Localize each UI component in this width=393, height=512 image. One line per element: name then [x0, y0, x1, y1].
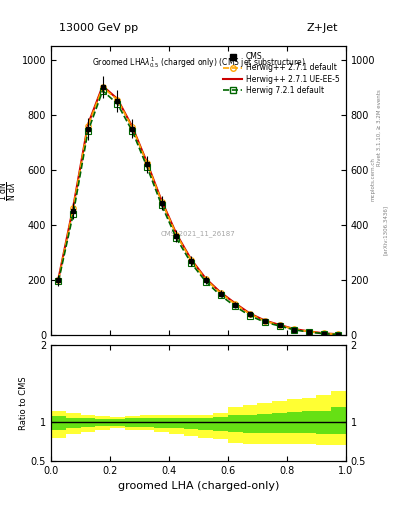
Bar	[287, 412, 302, 433]
Bar	[213, 417, 228, 431]
Bar	[331, 392, 346, 445]
X-axis label: groomed LHA (charged-only): groomed LHA (charged-only)	[118, 481, 279, 491]
Bar	[95, 416, 110, 430]
Bar	[125, 418, 140, 427]
Bar	[125, 416, 140, 430]
Bar	[140, 418, 154, 427]
Bar	[154, 418, 169, 428]
Legend: CMS, Herwig++ 2.7.1 default, Herwig++ 2.7.1 UE-EE-5, Herwig 7.2.1 default: CMS, Herwig++ 2.7.1 default, Herwig++ 2.…	[221, 50, 342, 97]
Bar	[95, 419, 110, 426]
Bar	[257, 403, 272, 444]
Bar	[51, 416, 66, 430]
Bar	[184, 415, 198, 436]
Bar	[331, 407, 346, 434]
Bar	[302, 412, 316, 433]
Bar	[66, 413, 81, 434]
Bar	[228, 415, 243, 432]
Bar	[257, 414, 272, 433]
Bar	[287, 399, 302, 444]
Y-axis label: $\frac{1}{\mathrm{N}}\frac{\mathrm{d}\mathrm{N}}{\mathrm{d}\lambda}$: $\frac{1}{\mathrm{N}}\frac{\mathrm{d}\ma…	[0, 181, 19, 201]
Bar	[81, 418, 95, 427]
Bar	[110, 417, 125, 429]
Bar	[81, 415, 95, 432]
Bar	[243, 415, 257, 433]
Bar	[169, 415, 184, 434]
Y-axis label: Ratio to CMS: Ratio to CMS	[19, 376, 28, 430]
Bar	[198, 418, 213, 430]
Bar	[154, 415, 169, 432]
Text: mcplots.cern.ch: mcplots.cern.ch	[371, 157, 376, 201]
Bar	[316, 411, 331, 434]
Text: 13000 GeV pp: 13000 GeV pp	[59, 23, 138, 33]
Bar	[66, 418, 81, 428]
Bar	[51, 411, 66, 438]
Bar	[110, 419, 125, 426]
Bar	[272, 413, 287, 433]
Bar	[213, 413, 228, 439]
Text: CMS_2021_11_26187: CMS_2021_11_26187	[161, 230, 236, 237]
Text: Z+Jet: Z+Jet	[307, 23, 338, 33]
Bar	[228, 407, 243, 443]
Bar	[169, 418, 184, 429]
Bar	[302, 398, 316, 444]
Bar	[184, 418, 198, 429]
Text: Groomed LHA$\lambda^1_{0.5}$ (charged only) (CMS jet substructure): Groomed LHA$\lambda^1_{0.5}$ (charged on…	[92, 55, 305, 70]
Bar	[140, 415, 154, 430]
Text: [arXiv:1306.3436]: [arXiv:1306.3436]	[383, 205, 387, 255]
Bar	[243, 406, 257, 444]
Bar	[316, 395, 331, 445]
Text: Rivet 3.1.10, ≥ 3.2M events: Rivet 3.1.10, ≥ 3.2M events	[377, 90, 382, 166]
Bar	[198, 415, 213, 438]
Bar	[272, 401, 287, 444]
